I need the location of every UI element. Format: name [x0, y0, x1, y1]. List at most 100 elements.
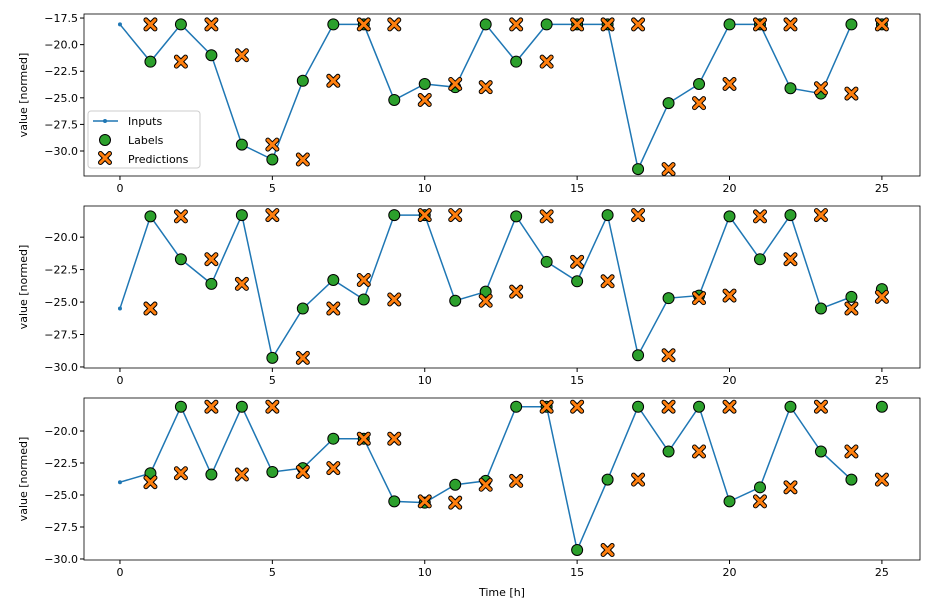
prediction-marker	[784, 18, 797, 31]
x-tick-label: 20	[723, 566, 737, 579]
label-point	[327, 18, 340, 31]
prediction-marker	[662, 163, 675, 176]
prediction-marker	[357, 18, 370, 31]
label-point	[571, 544, 584, 557]
label-point	[510, 400, 523, 413]
prediction-marker	[174, 210, 187, 223]
prediction-marker	[571, 400, 584, 413]
prediction-marker	[693, 97, 706, 110]
label-point	[449, 294, 462, 307]
label-point	[814, 302, 827, 315]
label-point	[571, 275, 584, 288]
label-point	[235, 209, 248, 222]
label-point	[662, 292, 675, 305]
y-tick-label: −20.0	[44, 425, 78, 438]
axes-frame	[83, 397, 921, 561]
prediction-marker	[632, 209, 645, 222]
prediction-marker	[174, 55, 187, 68]
prediction-marker	[144, 18, 157, 31]
label-point	[296, 74, 309, 87]
prediction-marker	[845, 87, 858, 100]
x-tick-label: 25	[875, 566, 889, 579]
label-point	[540, 255, 553, 268]
prediction-marker	[388, 18, 401, 31]
inputs-line	[119, 23, 853, 172]
prediction-marker	[632, 18, 645, 31]
y-axis-label: value [normed]	[17, 245, 30, 330]
label-point	[235, 400, 248, 413]
label-point	[845, 473, 858, 486]
label-point	[662, 97, 675, 110]
prediction-marker	[388, 432, 401, 445]
legend: Inputs Labels Predictions	[87, 110, 201, 169]
label-point	[723, 210, 736, 223]
prediction-marker	[875, 290, 888, 303]
label-point	[205, 277, 218, 290]
prediction-marker	[418, 495, 431, 508]
prediction-marker	[693, 292, 706, 305]
prediction-marker	[723, 77, 736, 90]
prediction-marker	[205, 400, 218, 413]
x-tick-label: 0	[116, 182, 123, 195]
y-tick-label: −22.5	[44, 264, 78, 277]
prediction-marker	[571, 18, 584, 31]
legend-entry-inputs: Inputs	[128, 115, 162, 128]
prediction-marker	[418, 93, 431, 106]
label-point	[144, 55, 157, 68]
prediction-marker	[601, 544, 614, 557]
label-point	[235, 138, 248, 151]
label-point	[693, 77, 706, 90]
label-point	[205, 468, 218, 481]
label-point	[479, 285, 492, 298]
legend-entry-labels: Labels	[128, 134, 164, 147]
x-tick-label: 10	[418, 566, 432, 579]
x-tick-label: 0	[116, 374, 123, 387]
axes-frame	[83, 205, 921, 369]
label-point	[266, 465, 279, 478]
label-point	[388, 495, 401, 508]
input-point	[117, 306, 122, 311]
label-point	[540, 18, 553, 31]
x-tick-label: 25	[875, 182, 889, 195]
prediction-marker	[205, 18, 218, 31]
x-tick-label: 15	[570, 374, 584, 387]
y-axis-label: value [normed]	[17, 437, 30, 522]
prediction-marker	[205, 253, 218, 266]
prediction-marker	[875, 18, 888, 31]
prediction-marker	[327, 74, 340, 87]
prediction-marker	[449, 209, 462, 222]
prediction-marker	[174, 467, 187, 480]
prediction-marker	[540, 400, 553, 413]
label-point	[784, 209, 797, 222]
label-point	[753, 481, 766, 494]
prediction-marker	[601, 275, 614, 288]
label-point	[753, 253, 766, 266]
prediction-marker	[632, 473, 645, 486]
label-point	[418, 77, 431, 90]
label-point	[296, 302, 309, 315]
prediction-marker	[144, 302, 157, 315]
prediction-marker	[266, 400, 279, 413]
prediction-marker	[723, 400, 736, 413]
x-tick-label: 20	[723, 374, 737, 387]
label-point	[266, 153, 279, 166]
y-tick-label: −30.0	[44, 553, 78, 566]
x-tick-label: 5	[269, 566, 276, 579]
prediction-marker	[540, 210, 553, 223]
label-point	[174, 18, 187, 31]
subplot-3: −20.0 −22.5 −25.0 −27.5 −30.0 0 5 10 15 20 25 value…	[17, 397, 921, 599]
prediction-marker	[814, 400, 827, 413]
prediction-marker	[845, 302, 858, 315]
prediction-marker	[479, 294, 492, 307]
prediction-marker	[510, 474, 523, 487]
y-tick-label: −22.5	[44, 65, 78, 78]
label-point	[205, 49, 218, 62]
y-tick-label: −25.0	[44, 92, 78, 105]
label-point	[510, 210, 523, 223]
y-tick-label: −22.5	[44, 457, 78, 470]
y-tick-label: −25.0	[44, 296, 78, 309]
prediction-marker	[266, 209, 279, 222]
prediction-marker	[235, 277, 248, 290]
x-tick-label: 10	[418, 374, 432, 387]
label-point	[845, 290, 858, 303]
